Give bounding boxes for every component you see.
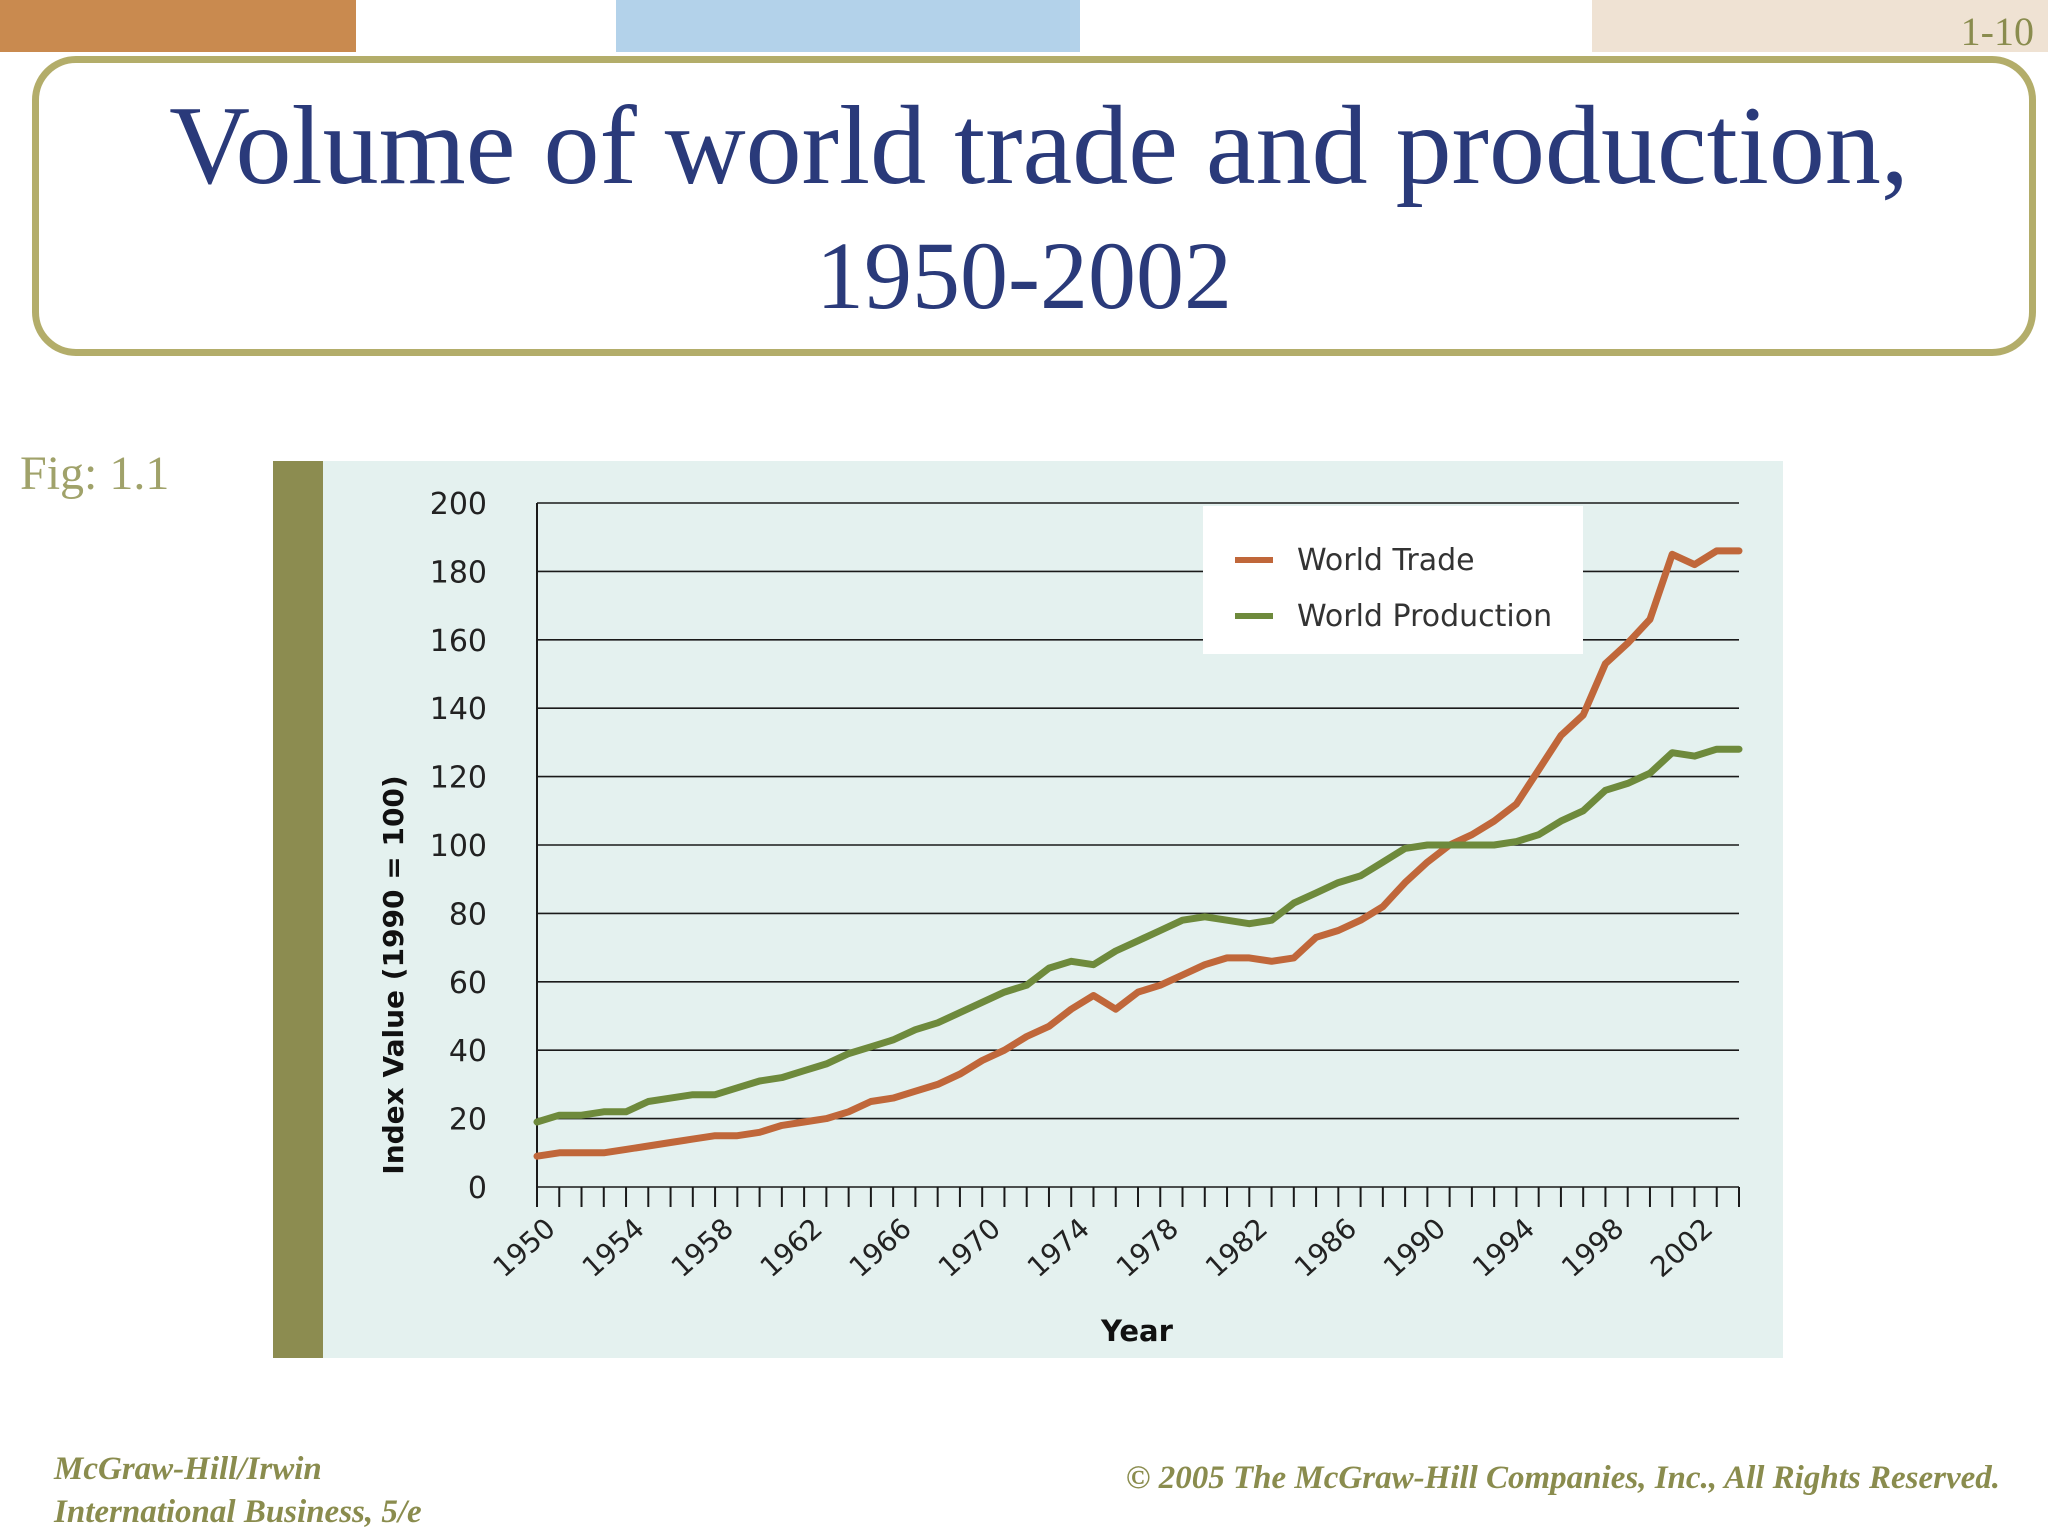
legend-label-world-production: World Production (1297, 599, 1552, 634)
series-line-world-trade (533, 547, 1743, 1160)
top-color-band (0, 0, 2048, 52)
legend-label-world-trade: World Trade (1297, 543, 1475, 578)
series-line-world-production (533, 745, 1743, 1126)
title-box (32, 56, 2036, 356)
series-lines (533, 547, 1743, 1160)
slide-number: 1-10 (1960, 9, 2034, 54)
slide-title-line1: Volume of world trade and production, (169, 84, 1909, 208)
y-tick-label: 180 (430, 555, 487, 590)
y-tick-label: 100 (430, 829, 487, 864)
y-tick-label: 160 (430, 624, 487, 659)
chart-side-bar (273, 461, 323, 1358)
footer-left: McGraw-Hill/Irwin International Business… (54, 1448, 422, 1534)
y-tick-label: 120 (430, 761, 487, 796)
y-tick-label: 200 (430, 487, 487, 522)
top-band-beige (1592, 0, 2048, 52)
footer-copyright: © 2005 The McGraw-Hill Companies, Inc., … (1125, 1460, 2000, 1496)
top-band-orange (0, 0, 356, 52)
legend: World Trade World Production (1203, 506, 1583, 654)
y-tick-label: 40 (449, 1034, 487, 1069)
y-tick-label: 0 (468, 1171, 487, 1206)
footer-publisher: McGraw-Hill/Irwin (54, 1451, 322, 1487)
y-axis-title: Index Value (1990 = 100) (377, 775, 410, 1174)
y-tick-label: 140 (430, 692, 487, 727)
legend-box (1203, 506, 1583, 654)
top-band-blue (616, 0, 1080, 52)
y-tick-label: 20 (449, 1103, 487, 1138)
chart-container: 0 20 40 60 80 100 120 140 160 180 200 1950 1954 1958… (273, 461, 1783, 1358)
y-axis: 0 20 40 60 80 100 120 140 160 180 200 (430, 487, 538, 1206)
y-tick-label: 60 (449, 966, 487, 1001)
x-axis-title: Year (1100, 1314, 1174, 1348)
footer-book: International Business, 5/e (54, 1494, 422, 1530)
figure-label: Fig: 1.1 (20, 447, 170, 500)
y-tick-label: 80 (449, 897, 487, 932)
slide-title-line2: 1950-2002 (816, 222, 1232, 329)
